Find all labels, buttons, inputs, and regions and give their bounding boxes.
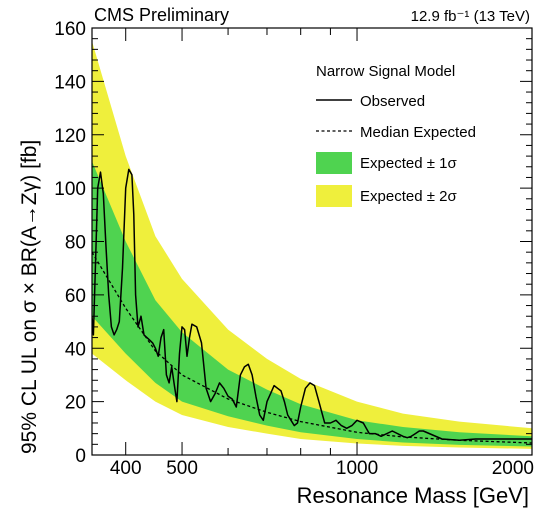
legend-label-observed: Observed bbox=[360, 93, 425, 110]
y-tick-label: 120 bbox=[54, 126, 86, 147]
legend: Narrow Signal Model Observed Median Expe… bbox=[316, 63, 476, 207]
header-left: CMS Preliminary bbox=[94, 5, 229, 25]
y-axis: 0 20 40 60 80 100 120 140 160 bbox=[54, 19, 532, 467]
header-right: 12.9 fb⁻¹ (13 TeV) bbox=[411, 8, 530, 25]
legend-swatch-1sigma bbox=[316, 152, 352, 174]
x-tick-label: 2000 bbox=[492, 458, 534, 479]
y-tick-label: 160 bbox=[54, 19, 86, 40]
y-tick-label: 100 bbox=[54, 179, 86, 200]
y-tick-label: 80 bbox=[65, 233, 86, 254]
legend-label-2sigma: Expected ± 2σ bbox=[360, 188, 457, 205]
y-axis-label: 95% CL UL on σ × BR(A→Zγ) [fb] bbox=[18, 140, 41, 454]
y-tick-label: 0 bbox=[75, 446, 86, 467]
x-axis: 400 500 1000 2000 bbox=[110, 28, 534, 479]
observed-line bbox=[92, 168, 532, 442]
x-tick-label: 400 bbox=[110, 458, 142, 479]
y-tick-label: 40 bbox=[65, 339, 86, 360]
y-tick-label: 20 bbox=[65, 393, 86, 414]
x-tick-label: 500 bbox=[166, 458, 198, 479]
x-tick-label: 1000 bbox=[336, 458, 378, 479]
legend-label-median-expected: Median Expected bbox=[360, 124, 476, 141]
x-axis-label: Resonance Mass [GeV] bbox=[297, 483, 529, 508]
y-tick-label: 60 bbox=[65, 286, 86, 307]
y-tick-label: 140 bbox=[54, 72, 86, 93]
expected-2sigma-band bbox=[92, 41, 532, 449]
expected-1sigma-band bbox=[92, 161, 532, 447]
legend-label-1sigma: Expected ± 1σ bbox=[360, 155, 457, 172]
legend-title: Narrow Signal Model bbox=[316, 63, 455, 80]
legend-swatch-2sigma bbox=[316, 185, 352, 207]
